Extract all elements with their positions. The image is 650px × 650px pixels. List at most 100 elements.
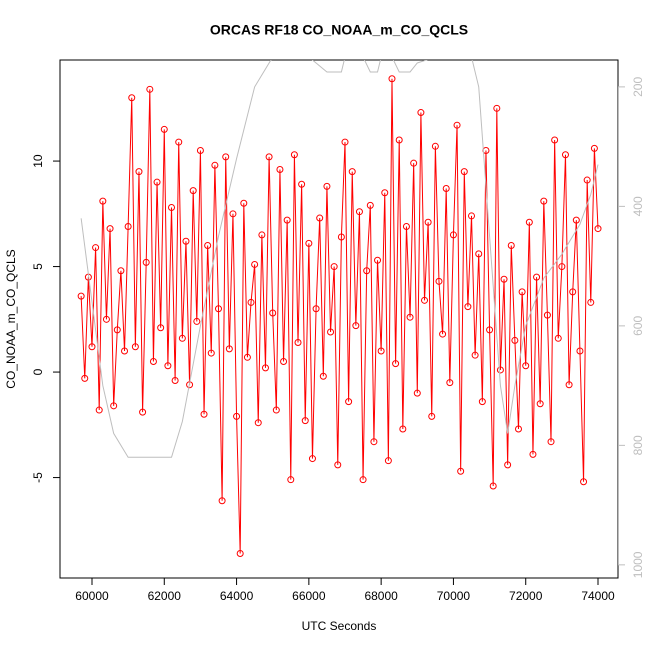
- data-point: [251, 260, 259, 268]
- data-point: [587, 298, 595, 306]
- data-point: [77, 292, 85, 300]
- data-point: [218, 497, 226, 505]
- data-point: [240, 199, 248, 207]
- data-point: [193, 317, 201, 325]
- data-point: [453, 121, 461, 129]
- data-point: [341, 138, 349, 146]
- data-point: [518, 288, 526, 296]
- data-point: [254, 419, 262, 427]
- data-point: [153, 178, 161, 186]
- data-point: [196, 147, 204, 155]
- data-line: [80, 78, 599, 554]
- data-point: [330, 263, 338, 271]
- data-point: [265, 153, 273, 161]
- data-point: [327, 328, 335, 336]
- y-tick-label: -5: [31, 472, 45, 483]
- data-point: [406, 313, 414, 321]
- data-point: [374, 256, 382, 264]
- data-point: [334, 461, 342, 469]
- data-point: [305, 239, 313, 247]
- data-point: [121, 347, 129, 355]
- x-tick-label: 74000: [581, 589, 615, 603]
- data-point: [294, 339, 302, 347]
- data-point: [261, 364, 269, 372]
- data-point: [460, 168, 468, 176]
- data-point: [236, 550, 244, 558]
- y-axis-label: CO_NOAA_m_CO_QCLS: [4, 249, 18, 388]
- y2-tick-label: 600: [631, 316, 645, 336]
- data-point: [421, 296, 429, 304]
- data-point: [142, 258, 150, 266]
- data-point: [449, 231, 457, 239]
- data-point: [511, 336, 519, 344]
- data-point: [164, 362, 172, 370]
- data-point: [431, 142, 439, 150]
- data-point: [316, 214, 324, 222]
- data-point: [569, 288, 577, 296]
- data-point: [243, 353, 251, 361]
- data-point: [565, 381, 573, 389]
- data-point: [301, 417, 309, 425]
- data-point: [366, 201, 374, 209]
- data-point: [225, 345, 233, 353]
- data-point: [92, 244, 100, 252]
- plot-frame: [59, 59, 619, 579]
- data-point: [363, 267, 371, 275]
- y-tick-label: 0: [31, 368, 45, 375]
- data-point: [348, 168, 356, 176]
- x-tick-label: 72000: [509, 589, 543, 603]
- data-point: [139, 408, 147, 416]
- x-tick-label: 68000: [364, 589, 398, 603]
- data-point: [276, 166, 284, 174]
- data-point: [214, 305, 222, 313]
- x-tick-label: 62000: [148, 589, 182, 603]
- data-point: [280, 358, 288, 366]
- data-point: [496, 366, 504, 374]
- data-point: [489, 482, 497, 490]
- data-point: [258, 231, 266, 239]
- data-point: [211, 161, 219, 169]
- data-point: [283, 216, 291, 224]
- data-point: [110, 402, 118, 410]
- data-point: [99, 197, 107, 205]
- data-point: [81, 374, 89, 382]
- data-point: [525, 218, 533, 226]
- data-point: [428, 412, 436, 420]
- data-point: [168, 203, 176, 211]
- pressure-line: [80, 60, 599, 458]
- data-point: [558, 263, 566, 271]
- data-point: [504, 461, 512, 469]
- data-point: [471, 351, 479, 359]
- x-tick-label: 60000: [75, 589, 109, 603]
- data-point: [312, 305, 320, 313]
- data-point: [149, 358, 157, 366]
- data-point: [337, 233, 345, 241]
- data-point: [229, 210, 237, 218]
- data-point: [269, 309, 277, 317]
- data-point: [590, 144, 598, 152]
- y2-tick-label: 800: [631, 435, 645, 455]
- data-point: [247, 298, 255, 306]
- data-point: [399, 425, 407, 433]
- data-point: [355, 208, 363, 216]
- data-point: [384, 457, 392, 465]
- data-point: [124, 222, 132, 230]
- data-point: [272, 406, 280, 414]
- data-point: [207, 349, 215, 357]
- data-point: [319, 372, 327, 380]
- data-point: [529, 450, 537, 458]
- chart-title: ORCAS RF18 CO_NOAA_m_CO_QCLS: [210, 22, 468, 38]
- y2-tick-label: 1000: [631, 551, 645, 578]
- data-point: [175, 138, 183, 146]
- data-point: [131, 343, 139, 351]
- x-tick-label: 70000: [437, 589, 471, 603]
- data-point: [287, 476, 295, 484]
- data-point: [442, 184, 450, 192]
- data-point: [171, 377, 179, 385]
- data-point: [352, 322, 360, 330]
- data-point: [146, 85, 154, 93]
- y-tick-label: 5: [31, 263, 45, 270]
- data-point: [381, 189, 389, 197]
- data-point: [308, 455, 316, 463]
- data-point: [486, 326, 494, 334]
